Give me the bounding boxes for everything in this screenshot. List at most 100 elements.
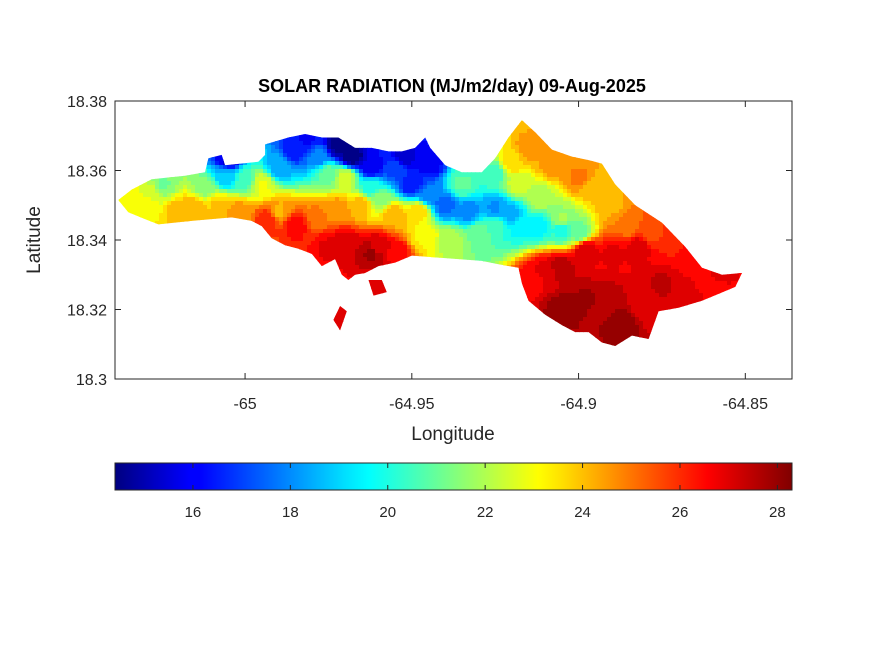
heatmap-cell (431, 165, 436, 170)
heatmap-cell (255, 217, 260, 222)
heatmap-cell (167, 213, 172, 218)
heatmap-cell (343, 177, 348, 182)
heatmap-cell (291, 149, 296, 154)
heatmap-cell (503, 165, 508, 170)
heatmap-cell (455, 189, 460, 194)
heatmap-cell (191, 173, 196, 178)
heatmap-cell (511, 153, 516, 158)
heatmap-cell (227, 169, 232, 174)
heatmap-cell (139, 205, 144, 210)
heatmap-cell (519, 121, 524, 126)
heatmap-cell (555, 213, 560, 218)
heatmap-cell (363, 193, 368, 198)
heatmap-cell (435, 209, 440, 214)
heatmap-cell (607, 185, 612, 190)
heatmap-cell (179, 209, 184, 214)
heatmap-cell (339, 157, 344, 162)
heatmap-cell (559, 185, 564, 190)
heatmap-cell (279, 145, 284, 150)
heatmap-cell (475, 213, 480, 218)
heatmap-cell (247, 173, 252, 178)
heatmap-cell (439, 213, 444, 218)
heatmap-cell (587, 201, 592, 206)
heatmap-cell (291, 177, 296, 182)
heatmap-cell (495, 197, 500, 202)
heatmap-cell (315, 145, 320, 150)
heatmap-cell (327, 177, 332, 182)
heatmap-cell (495, 169, 500, 174)
heatmap-cell (331, 209, 336, 214)
heatmap-cell (287, 137, 292, 142)
heatmap-cell (347, 197, 352, 202)
heatmap-cell (339, 181, 344, 186)
heatmap-cell (607, 189, 612, 194)
heatmap-cell (559, 153, 564, 158)
heatmap-cell (351, 193, 356, 198)
heatmap-cell (243, 161, 248, 166)
heatmap-cell (415, 213, 420, 218)
heatmap-cell (311, 153, 316, 158)
heatmap-cell (191, 205, 196, 210)
heatmap-cell (307, 193, 312, 198)
heatmap-cell (551, 181, 556, 186)
heatmap-cell (415, 145, 420, 150)
heatmap-cell (367, 205, 372, 210)
heatmap-cell (507, 213, 512, 218)
heatmap-cell (219, 169, 224, 174)
heatmap-cell (195, 185, 200, 190)
heatmap-cell (339, 177, 344, 182)
heatmap-cell (323, 209, 328, 214)
heatmap-cell (527, 157, 532, 162)
heatmap-cell (347, 169, 352, 174)
heatmap-cell (151, 209, 156, 214)
heatmap-cell (223, 205, 228, 210)
heatmap-cell (319, 149, 324, 154)
heatmap-cell (203, 201, 208, 206)
heatmap-cell (599, 185, 604, 190)
heatmap-cell (275, 165, 280, 170)
heatmap-cell (543, 181, 548, 186)
heatmap-cell (531, 149, 536, 154)
heatmap-cell (495, 201, 500, 206)
heatmap-cell (179, 185, 184, 190)
heatmap-cell (299, 201, 304, 206)
heatmap-cell (147, 217, 152, 222)
heatmap-cell (543, 201, 548, 206)
heatmap-cell (639, 213, 644, 218)
heatmap-cell (435, 173, 440, 178)
heatmap-cell (271, 201, 276, 206)
heatmap-cell (355, 169, 360, 174)
heatmap-cell (307, 189, 312, 194)
heatmap-cell (555, 209, 560, 214)
heatmap-cell (531, 157, 536, 162)
heatmap-cell (403, 177, 408, 182)
heatmap-cell (511, 129, 516, 134)
heatmap-cell (515, 205, 520, 210)
heatmap-cell (495, 213, 500, 218)
heatmap-cell (123, 201, 128, 206)
heatmap-cell (603, 193, 608, 198)
heatmap-cell (211, 157, 216, 162)
heatmap-cell (295, 217, 300, 222)
heatmap-cell (439, 173, 444, 178)
heatmap-cell (375, 205, 380, 210)
heatmap-cell (535, 201, 540, 206)
heatmap-cell (343, 169, 348, 174)
heatmap-cell (471, 193, 476, 198)
heatmap-cell (591, 201, 596, 206)
heatmap-cell (207, 157, 212, 162)
heatmap-cell (351, 149, 356, 154)
heatmap-cell (243, 185, 248, 190)
heatmap-cell (551, 165, 556, 170)
heatmap-cell (279, 177, 284, 182)
heatmap-cell (595, 165, 600, 170)
heatmap-cell (219, 181, 224, 186)
heatmap-cell (267, 173, 272, 178)
heatmap-cell (591, 181, 596, 186)
heatmap-cell (511, 213, 516, 218)
heatmap-cell (219, 185, 224, 190)
heatmap-cell (467, 173, 472, 178)
heatmap-cell (431, 189, 436, 194)
heatmap-cell (447, 213, 452, 218)
heatmap-cell (503, 197, 508, 202)
